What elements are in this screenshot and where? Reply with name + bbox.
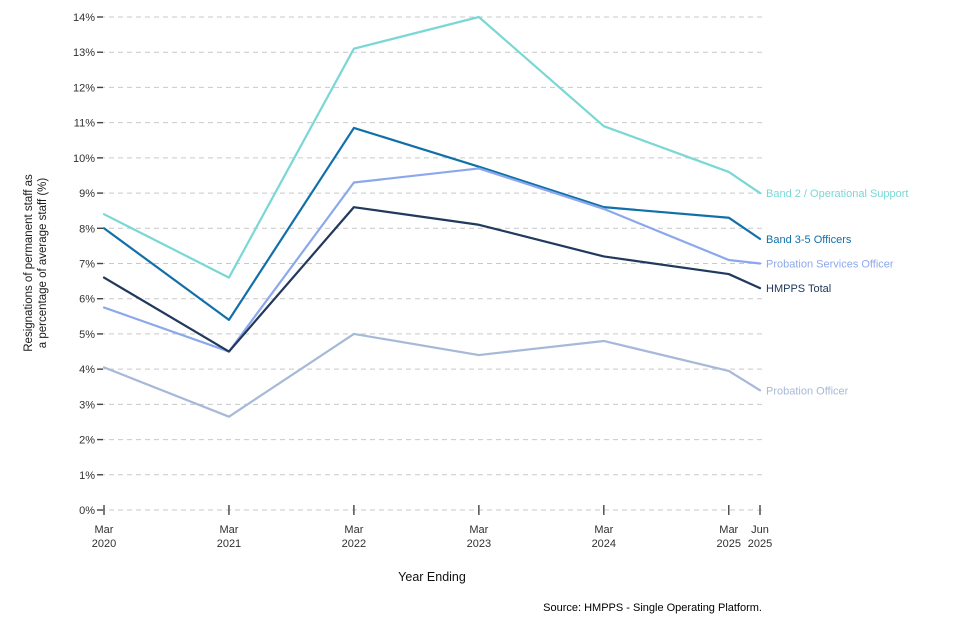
x-tick-label: 2023 [467, 538, 491, 550]
x-tick-label: 2024 [592, 538, 616, 550]
x-tick-label: Mar [95, 524, 114, 536]
y-tick-label: 5% [79, 329, 95, 341]
x-tick-label: 2020 [92, 538, 116, 550]
series-line-hmpps-total [102, 206, 762, 353]
series-label-probation-officer: Probation Officer [766, 385, 849, 397]
y-tick-label: 14% [73, 12, 95, 24]
series-line-probation-officer [102, 332, 762, 418]
y-tick-label: 13% [73, 47, 95, 59]
y-tick-label: 7% [79, 259, 95, 271]
series-label-band-2-operational-support: Band 2 / Operational Support [766, 188, 908, 200]
y-tick-label: 1% [79, 470, 95, 482]
y-tick-label: 0% [79, 505, 95, 517]
y-tick-label: 9% [79, 188, 95, 200]
series-line-band-3-5-officers [102, 126, 762, 321]
x-tick-label: Mar [719, 524, 738, 536]
y-tick-label: 8% [79, 223, 95, 235]
y-axis-title-line: a percentage of average staff (%) [37, 178, 49, 349]
x-tick-label: Jun [751, 524, 769, 536]
y-axis-title-line: Resignations of permanent staff as [23, 174, 35, 352]
series-line-band-2-operational-support [102, 15, 762, 279]
x-tick-label: Mar [344, 524, 363, 536]
x-tick-label: 2025 [748, 538, 772, 550]
y-tick-label: 11% [74, 118, 95, 130]
series-line-probation-services-officer [102, 167, 762, 353]
series-label-band-3-5-officers: Band 3-5 Officers [766, 234, 852, 246]
y-tick-label: 12% [73, 82, 95, 94]
y-tick-label: 4% [79, 364, 95, 376]
x-tick-label: 2021 [217, 538, 241, 550]
x-tick-label: 2025 [717, 538, 741, 550]
y-tick-label: 3% [79, 399, 95, 411]
y-tick-label: 10% [73, 153, 95, 165]
x-tick-label: Mar [594, 524, 613, 536]
y-tick-label: 2% [79, 435, 95, 447]
series-label-hmpps-total: HMPPS Total [766, 283, 831, 295]
x-tick-label: Mar [219, 524, 238, 536]
x-tick-label: Mar [469, 524, 488, 536]
series-label-probation-services-officer: Probation Services Officer [766, 259, 894, 271]
x-tick-label: 2022 [342, 538, 366, 550]
x-axis-title: Year Ending [398, 570, 466, 584]
source-note: Source: HMPPS - Single Operating Platfor… [543, 602, 762, 614]
y-tick-label: 6% [79, 294, 95, 306]
